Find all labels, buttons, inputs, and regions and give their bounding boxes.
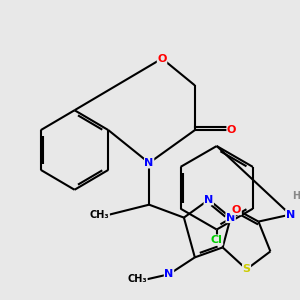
Text: O: O: [232, 205, 241, 214]
Text: CH₃: CH₃: [90, 210, 110, 220]
Text: O: O: [227, 125, 236, 135]
Text: N: N: [286, 210, 295, 220]
Text: O: O: [157, 53, 167, 64]
Text: N: N: [145, 158, 154, 168]
Text: H: H: [292, 191, 300, 201]
Text: CH₃: CH₃: [128, 274, 147, 284]
Text: S: S: [242, 264, 250, 274]
Text: Cl: Cl: [211, 235, 223, 245]
Text: N: N: [204, 195, 213, 205]
Text: N: N: [164, 269, 174, 279]
Text: N: N: [226, 213, 235, 223]
